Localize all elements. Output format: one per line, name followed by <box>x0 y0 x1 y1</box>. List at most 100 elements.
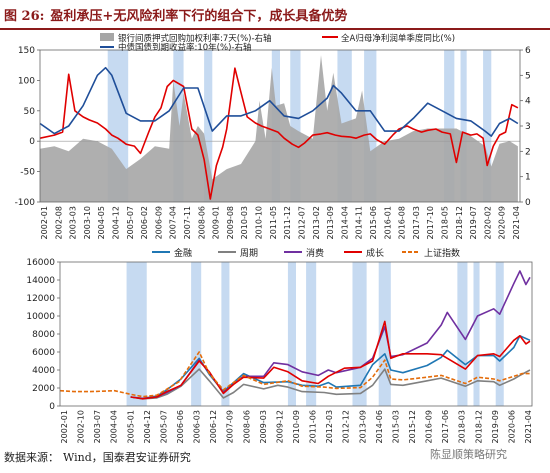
x-tick-label: 2016-01 <box>383 206 392 239</box>
y-right-tick-label: 4 <box>525 97 531 107</box>
x-tick-label: 2015-12 <box>408 410 417 443</box>
x-tick-label: 2006-02 <box>140 206 149 239</box>
x-tick-label: 2019-07 <box>469 206 478 239</box>
x-tick-label: 2017-10 <box>426 206 435 239</box>
y-right-tick-label: 3 <box>525 122 531 132</box>
figure-number: 图 26: <box>4 9 45 24</box>
x-tick-label: 2012-07 <box>298 206 307 239</box>
series-line-2-5 <box>59 351 530 398</box>
x-tick-label: 2006-03 <box>193 410 202 443</box>
y-left-tick-label: -100 <box>15 198 36 208</box>
x-tick-label: 2018-12 <box>474 410 483 443</box>
y-left-tick-label: 12000 <box>26 294 55 304</box>
source-text: Wind，国泰君安证券研究 <box>63 451 191 464</box>
legend-label: 金融 <box>174 247 192 259</box>
series-line-2-1 <box>130 335 531 400</box>
source-label: 数据来源： <box>4 451 59 464</box>
legend-label: 中债国债到期收益率:10年(%)-右轴 <box>118 42 251 53</box>
shaded-period <box>495 262 504 406</box>
x-tick-label: 2009-01 <box>212 206 221 239</box>
source-note: 数据来源： Wind，国泰君安证券研究 <box>4 449 195 465</box>
legend-label: 成长 <box>366 247 384 259</box>
figure-title-bar: 图 26: 盈利承压+无风险利率下行的组合下，成长具备优势 <box>0 0 550 30</box>
series-line-2-4 <box>130 320 531 400</box>
legend-swatch <box>100 33 114 41</box>
watermark-text: 陈显顺策略研究 <box>430 448 507 461</box>
y-right-tick-label: 0 <box>525 198 531 208</box>
series-line-2-3 <box>130 270 531 400</box>
x-tick-label: 2017-03 <box>412 206 421 239</box>
shaded-period <box>126 262 147 406</box>
x-tick-label: 2011-05 <box>269 206 278 239</box>
x-tick-label: 2009-08 <box>226 206 235 239</box>
y-left-tick-label: 16000 <box>26 258 55 268</box>
legend-label: 银行间质押式回购加权利率:7天(%)-右轴 <box>118 33 272 44</box>
y-right-tick-label: 6 <box>525 46 531 56</box>
x-tick-label: 2005-07 <box>126 206 135 239</box>
legend-label: 消费 <box>306 247 324 259</box>
shaded-period <box>191 262 202 406</box>
shaded-period <box>483 50 492 202</box>
x-tick-label: 2013-09 <box>326 206 335 239</box>
x-tick-label: 2012-03 <box>325 410 334 443</box>
x-tick-label: 2020-06 <box>507 410 516 443</box>
y-left-tick-label: 8000 <box>32 330 55 340</box>
shaded-period <box>204 50 213 202</box>
x-tick-label: 2004-05 <box>97 206 106 239</box>
x-tick-label: 2008-06 <box>242 410 251 443</box>
x-tick-label: 2007-11 <box>183 206 192 239</box>
x-tick-label: 2007-09 <box>226 410 235 443</box>
x-tick-label: 2015-06 <box>369 206 378 239</box>
x-tick-label: 2005-07 <box>159 410 168 443</box>
chart-panel-2: 16000 14000 12000 10000 8000 6000 4000 2000 0 200… <box>26 247 533 443</box>
x-tick-label: 2018-03 <box>458 410 467 443</box>
shaded-period <box>460 50 467 202</box>
x-tick-label: 2010-10 <box>255 206 264 239</box>
x-tick-label: 2011-12 <box>283 206 292 239</box>
x-tick-label: 2002-01 <box>40 206 49 239</box>
y-left-tick-label: 100 <box>18 76 35 86</box>
y-right-tick-label: 5 <box>525 71 531 81</box>
series-area-repo-rate <box>40 55 518 202</box>
shaded-period <box>306 262 317 406</box>
x-tick-label: 2018-12 <box>455 206 464 239</box>
series-line-1-1 <box>39 67 519 200</box>
y-left-tick-label: 50 <box>24 107 36 117</box>
shaded-period <box>444 50 455 202</box>
y-right-tick-label: 2 <box>525 147 531 157</box>
y-right-tick-label: 1 <box>525 173 531 183</box>
legend-label: 全A归母净利润单季度同比(%) <box>341 33 455 44</box>
series-line-1-2 <box>39 66 519 137</box>
series-line-2-2 <box>130 368 531 400</box>
y-left-tick-label: 150 <box>18 46 35 56</box>
x-tick-label: 2008-06 <box>197 206 206 239</box>
x-tick-label: 2004-04 <box>110 410 119 443</box>
x-tick-label: 2016-08 <box>398 206 407 239</box>
shaded-period <box>290 50 301 202</box>
x-tick-label: 2002-08 <box>54 206 63 239</box>
shaded-period <box>287 262 296 406</box>
legend-label: 周期 <box>240 248 258 259</box>
figure-title: 盈利承压+无风险利率下行的组合下，成长具备优势 <box>50 9 348 24</box>
shaded-period <box>352 262 367 406</box>
x-tick-label: 2015-03 <box>391 410 400 443</box>
legend-panel-2: 金融 周期 消费 成长 上证指数 <box>152 247 460 259</box>
x-tick-label: 2006-06 <box>176 410 185 443</box>
legend-label: 上证指数 <box>424 247 460 259</box>
x-tick-label: 2002-01 <box>60 410 69 443</box>
x-tick-label: 2019-09 <box>491 410 500 443</box>
x-tick-label: 2004-12 <box>143 410 152 443</box>
x-tick-label: 2006-09 <box>154 206 163 239</box>
y-left-tick-label: 10000 <box>26 312 55 322</box>
x-tick-label: 2006-12 <box>209 410 218 443</box>
x-tick-label: 2010-09 <box>292 410 301 443</box>
y-left-tick-label: 4000 <box>32 366 55 376</box>
legend-panel-1: 银行间质押式回购加权利率:7天(%)-右轴 全A归母净利润单季度同比(%) 中债国债… <box>100 33 455 53</box>
y-left-tick-label: 0 <box>29 137 35 147</box>
x-tick-label: 2012-12 <box>342 410 351 443</box>
x-tick-label: 2020-09 <box>498 206 507 239</box>
x-tick-label: 2013-02 <box>312 206 321 239</box>
x-tick-label: 2017-06 <box>441 410 450 443</box>
x-tick-label: 2011-06 <box>309 410 318 443</box>
